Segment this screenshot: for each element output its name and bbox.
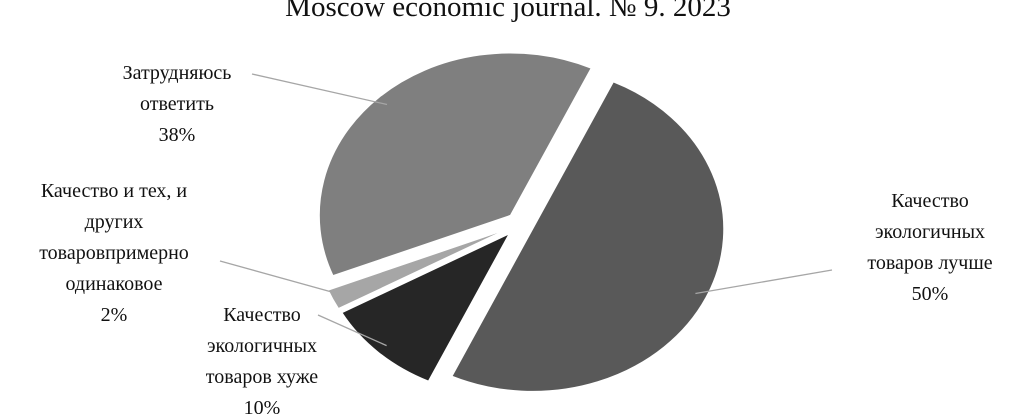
slice-label-line: Качество <box>223 304 301 326</box>
pie-slice-4 <box>318 52 592 277</box>
leader-line-2 <box>317 314 387 347</box>
journal-header: Moscow economic journal. № 9. 2023 <box>285 0 731 23</box>
leader-line-4 <box>251 73 388 106</box>
leader-line-3 <box>219 260 344 296</box>
slice-value-label: 2% <box>101 304 128 326</box>
slice-label-1: Качество экологичных товаров лучше 50% <box>867 190 992 305</box>
slice-label-line: других <box>85 211 144 233</box>
slice-label-line: товаровпримерно <box>39 242 189 264</box>
slice-label-4: Затрудняюсь ответить 38% <box>123 62 232 146</box>
slice-label-line: Качество и тех, и <box>41 180 188 202</box>
slice-label-line: товаров хуже <box>206 366 319 388</box>
slice-value-label: 50% <box>912 283 949 305</box>
pie-slice-1 <box>451 81 725 392</box>
slice-label-line: одинаковое <box>65 273 162 295</box>
slice-label-3: Качество и тех, и других товаровпримерно од… <box>39 180 189 326</box>
pie-slices <box>318 52 725 392</box>
slice-label-line: товаров лучше <box>867 252 992 274</box>
slice-label-line: экологичных <box>875 221 985 243</box>
slice-value-label: 38% <box>159 124 196 146</box>
slice-labels: Качество экологичных товаров лучше 50%Качес… <box>39 62 993 414</box>
leader-line-1 <box>695 269 833 295</box>
slice-label-line: Затрудняюсь <box>123 62 232 84</box>
slice-label-line: экологичных <box>207 335 317 357</box>
slice-value-label: 10% <box>244 397 281 414</box>
leader-lines <box>219 73 833 347</box>
slice-label-2: Качество экологичных товаров хуже 10% <box>206 304 319 414</box>
slice-label-line: ответить <box>140 93 214 115</box>
slice-label-line: Качество <box>891 190 969 212</box>
pie-slice-3 <box>327 229 506 310</box>
